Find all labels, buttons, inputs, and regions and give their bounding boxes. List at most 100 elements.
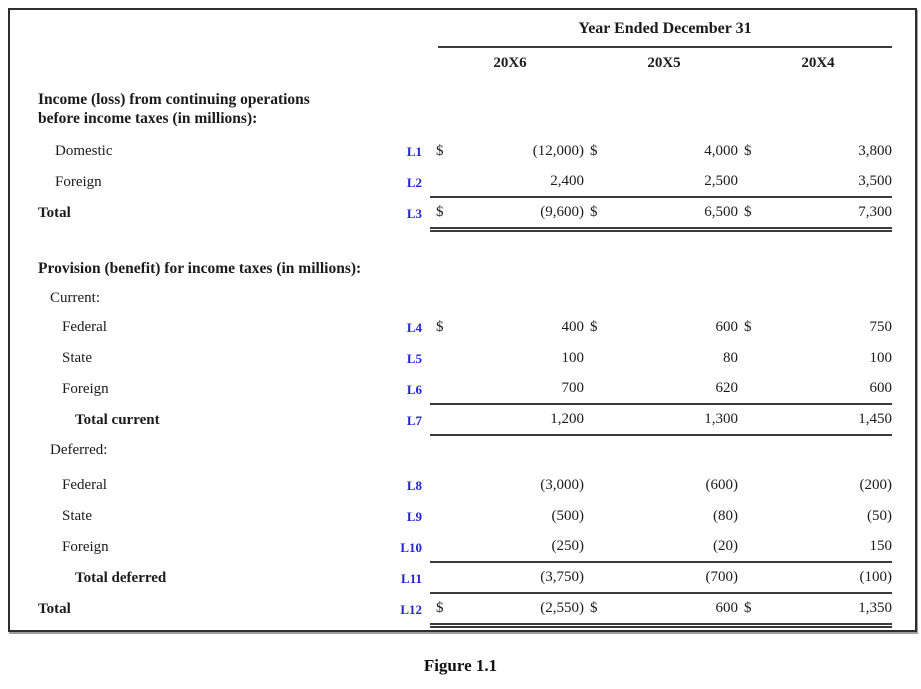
- line-tag-l2[interactable]: L2: [406, 175, 422, 190]
- value-cell: $600: [584, 594, 738, 623]
- cell-value: 750: [869, 319, 893, 335]
- cell-value: 620: [715, 380, 739, 396]
- value-cell: (700): [584, 563, 739, 592]
- cell-value: 1,300: [704, 411, 738, 427]
- line-tag-l1[interactable]: L1: [406, 144, 422, 159]
- dollar-sign: $: [744, 600, 752, 616]
- group-label: Current:: [50, 290, 100, 306]
- cell-value: 150: [869, 538, 893, 554]
- value-cell: $ (12,000): [430, 136, 584, 167]
- table-row-domestic: Domestic L1 $ (12,000) $4,000 $3,800: [10, 136, 915, 167]
- cell-value: (80): [713, 508, 738, 524]
- cell-value: 3,500: [858, 173, 892, 189]
- line-tag-l5[interactable]: L5: [406, 351, 422, 366]
- cell-value: 80: [723, 350, 738, 366]
- row-label: Foreign: [62, 381, 109, 397]
- row-label: Federal: [62, 319, 107, 335]
- cell-value: (9,600): [540, 204, 584, 220]
- pretax-section-heading: Income (loss) from continuing operations…: [38, 91, 310, 127]
- value-cell: (80): [584, 501, 738, 532]
- line-tag-l6[interactable]: L6: [406, 382, 422, 397]
- value-cell: (3,750): [430, 563, 584, 592]
- figure-caption: Figure 1.1: [423, 656, 498, 675]
- cell-value: (100): [859, 569, 893, 585]
- value-cell: 3,500: [738, 167, 892, 196]
- cell-value: 700: [561, 380, 585, 396]
- row-label: Domestic: [55, 143, 113, 159]
- cell-value: 4,000: [704, 143, 738, 159]
- cell-value: 6,500: [704, 204, 738, 220]
- cell-value: (3,750): [540, 569, 584, 585]
- cell-value: (20): [713, 538, 738, 554]
- table-row-total-provision: Total L12 $ (2,550) $600 $1,350: [10, 594, 915, 628]
- value-cell: $3,800: [738, 136, 892, 167]
- line-tag-l3[interactable]: L3: [406, 206, 422, 221]
- cell-value: (600): [705, 477, 739, 493]
- value-cell: $400: [430, 312, 584, 343]
- cell-value: 1,450: [858, 411, 892, 427]
- value-cell: 100: [738, 343, 893, 374]
- table-row-total-deferred: Total deferred L11 (3,750) (700) (100): [10, 563, 915, 594]
- cell-value: (50): [867, 508, 892, 524]
- column-header-row: 20X6 20X5 20X4: [10, 48, 915, 78]
- row-label: Foreign: [55, 174, 102, 190]
- table-row-current-foreign: Foreign L6 700 620 600: [10, 374, 915, 405]
- value-cell: 700: [430, 374, 585, 403]
- dollar-sign: $: [436, 204, 444, 220]
- column-header-20x4: 20X4: [801, 54, 835, 71]
- table-row-total-pretax: Total L3 $ (9,600) $6,500 $7,300: [10, 198, 915, 232]
- cell-value: 1,200: [550, 411, 584, 427]
- cell-value: 400: [561, 319, 585, 335]
- dollar-sign: $: [590, 600, 598, 616]
- dollar-sign: $: [590, 204, 598, 220]
- value-cell: (100): [738, 563, 893, 592]
- line-tag-l9[interactable]: L9: [406, 509, 422, 524]
- dollar-sign: $: [590, 319, 598, 335]
- group-label: Deferred:: [50, 442, 108, 458]
- cell-value: (500): [551, 508, 585, 524]
- table-row-current-federal: Federal L4 $400 $600 $750: [10, 312, 915, 343]
- value-cell: (500): [430, 501, 585, 532]
- row-label: Foreign: [62, 539, 109, 555]
- line-tag-l12[interactable]: L12: [400, 602, 422, 617]
- row-label: Total current: [75, 412, 160, 428]
- table-row-deferred-state: State L9 (500) (80) (50): [10, 501, 915, 532]
- cell-value: (700): [705, 569, 739, 585]
- group-row-deferred: Deferred:: [10, 436, 915, 464]
- value-cell: 1,450: [738, 405, 892, 434]
- value-cell: $6,500: [584, 198, 738, 227]
- row-label: State: [62, 350, 92, 366]
- value-cell: $600: [584, 312, 738, 343]
- cell-value: 600: [869, 380, 893, 396]
- value-cell: (3,000): [430, 470, 584, 501]
- dollar-sign: $: [436, 319, 444, 335]
- table-row-foreign-pretax: Foreign L2 2,400 2,500 3,500: [10, 167, 915, 198]
- row-label: Federal: [62, 477, 107, 493]
- row-label: Total deferred: [75, 570, 167, 586]
- cell-value: 1,350: [858, 600, 892, 616]
- line-tag-l11[interactable]: L11: [401, 571, 422, 586]
- column-header-spacer: [10, 48, 388, 78]
- value-cell: 100: [430, 343, 585, 374]
- line-tag-l7[interactable]: L7: [406, 413, 422, 428]
- value-cell: $7,300: [738, 198, 892, 227]
- cell-value: 2,500: [704, 173, 738, 189]
- row-label: Total: [38, 601, 71, 617]
- cell-value: 3,800: [858, 143, 892, 159]
- line-tag-l8[interactable]: L8: [406, 478, 422, 493]
- column-header-20x6: 20X6: [493, 54, 527, 71]
- table-row-current-state: State L5 100 80 100: [10, 343, 915, 374]
- dollar-sign: $: [436, 143, 444, 159]
- period-header: Year Ended December 31: [438, 20, 892, 48]
- cell-value: 600: [715, 600, 739, 616]
- row-label: State: [62, 508, 92, 524]
- cell-value: (2,550): [540, 600, 584, 616]
- cell-value: (3,000): [540, 477, 584, 493]
- line-tag-l4[interactable]: L4: [406, 320, 422, 335]
- cell-value: (12,000): [532, 143, 584, 159]
- value-cell: (50): [738, 501, 892, 532]
- value-cell: (20): [584, 532, 738, 561]
- value-cell: (200): [738, 470, 893, 501]
- line-tag-l10[interactable]: L10: [400, 540, 422, 555]
- value-cell: 1,200: [430, 405, 584, 434]
